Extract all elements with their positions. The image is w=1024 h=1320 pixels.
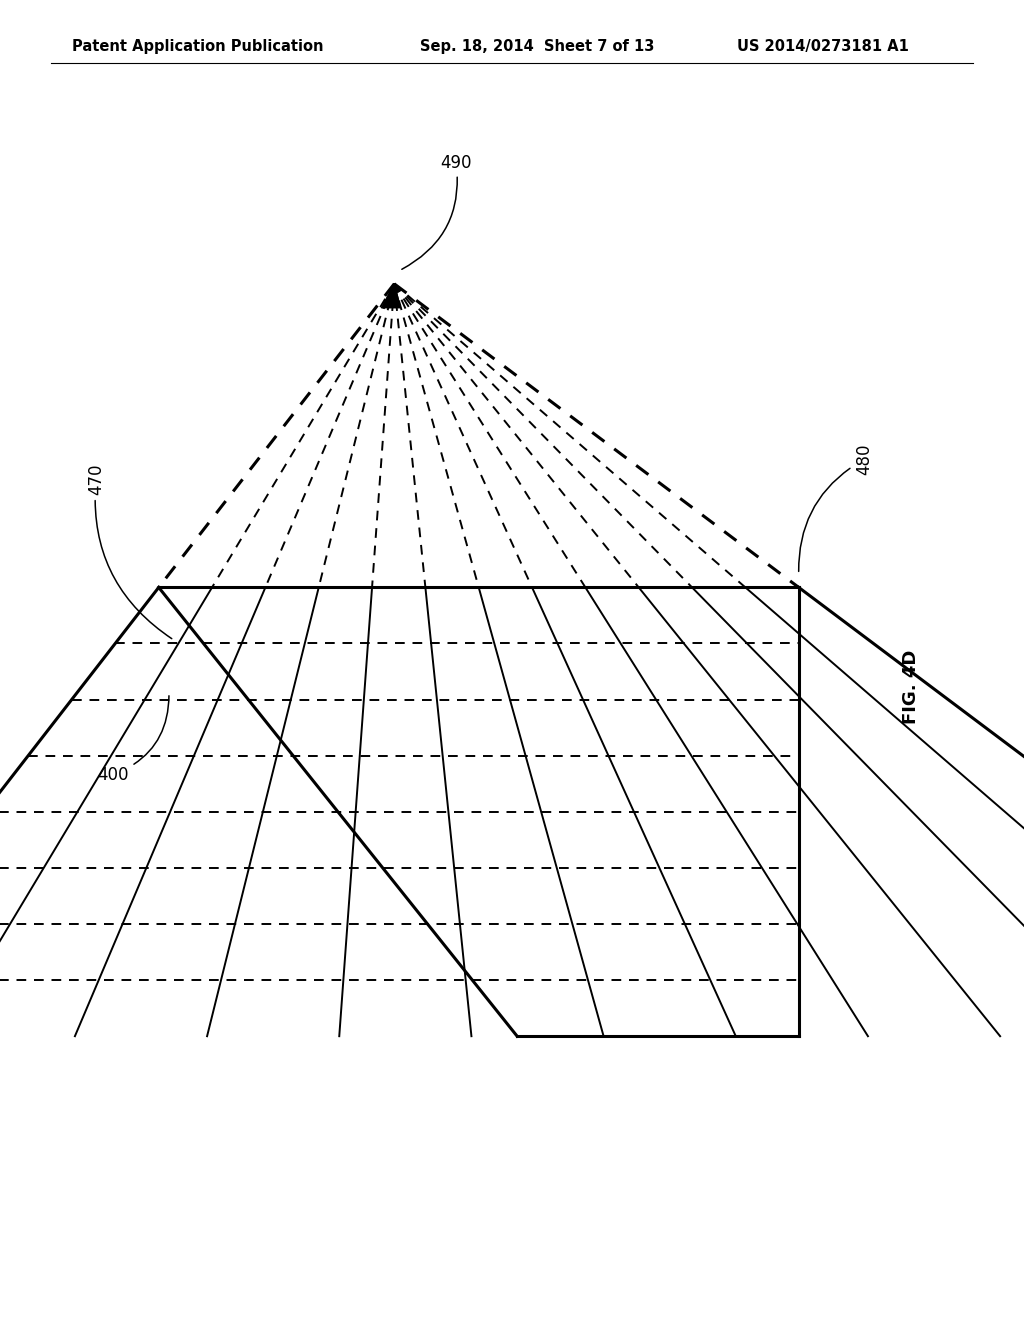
Text: US 2014/0273181 A1: US 2014/0273181 A1 (737, 38, 909, 54)
Text: 470: 470 (87, 463, 172, 639)
Text: Sep. 18, 2014  Sheet 7 of 13: Sep. 18, 2014 Sheet 7 of 13 (420, 38, 654, 54)
Text: 480: 480 (799, 444, 873, 572)
Text: 490: 490 (401, 153, 472, 269)
Text: Patent Application Publication: Patent Application Publication (72, 38, 324, 54)
Text: FIG. 4D: FIG. 4D (902, 649, 921, 723)
Polygon shape (382, 284, 400, 308)
Text: 400: 400 (97, 696, 169, 784)
